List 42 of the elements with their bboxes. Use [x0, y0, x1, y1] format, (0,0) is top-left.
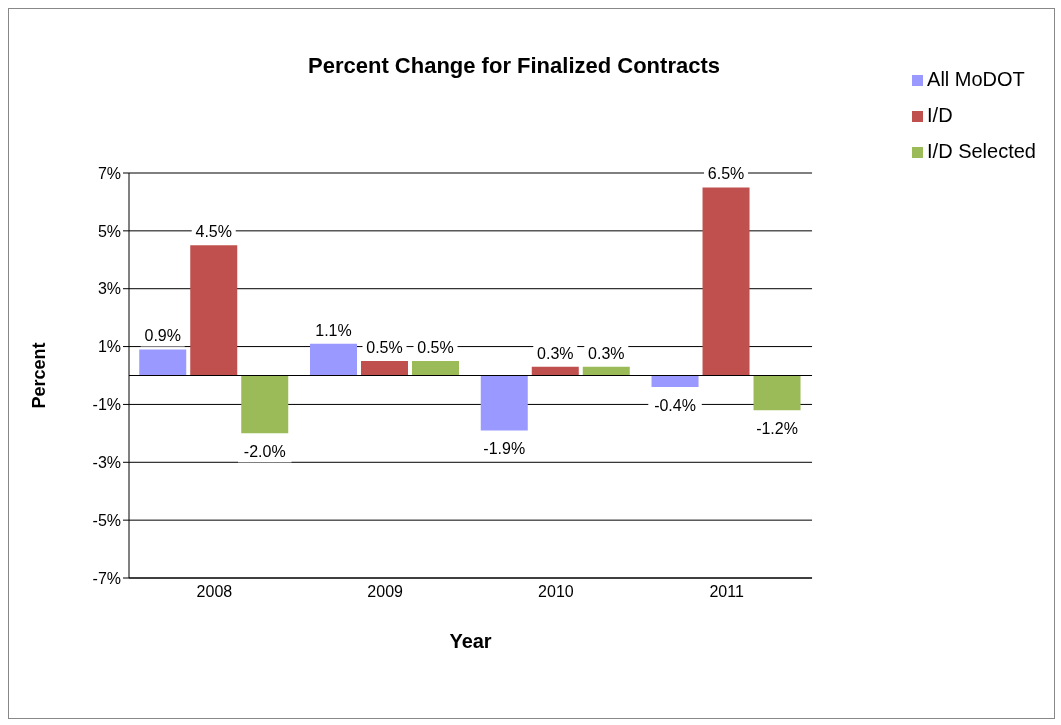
bar	[190, 245, 238, 376]
data-label: 0.3%	[537, 344, 574, 362]
data-label: 0.5%	[417, 339, 454, 357]
data-label: 1.1%	[315, 321, 352, 339]
data-label: 0.3%	[588, 344, 625, 362]
legend-label: I/D	[927, 104, 953, 126]
y-tick-label: -5%	[92, 511, 121, 529]
y-tick-label: 5%	[97, 222, 121, 240]
x-tick-label: 2011	[709, 583, 744, 601]
bar	[139, 349, 187, 376]
bar	[531, 366, 579, 376]
data-label: -0.4%	[654, 397, 696, 415]
y-tick-label: -3%	[92, 453, 121, 471]
bar	[310, 343, 358, 376]
y-tick-label: -7%	[92, 569, 121, 587]
bar	[361, 361, 409, 376]
bar	[241, 375, 289, 434]
y-tick-label: 7%	[97, 164, 121, 182]
x-tick-label: 2010	[538, 583, 574, 601]
bar	[702, 187, 750, 376]
bar	[651, 375, 699, 388]
data-label: -2.0%	[243, 443, 286, 461]
x-tick-label: 2009	[367, 583, 404, 601]
data-label: 0.9%	[144, 327, 181, 345]
x-tick-label: 2008	[196, 583, 233, 601]
x-axis-title: Year	[449, 630, 492, 652]
y-tick-label: 1%	[97, 338, 121, 356]
bar	[753, 375, 801, 411]
legend-label: All MoDOT	[927, 68, 1025, 90]
bar	[412, 361, 460, 376]
bar	[582, 366, 630, 376]
data-label: 4.5%	[195, 223, 232, 241]
chart-title: Percent Change for Finalized Contracts	[307, 53, 721, 79]
data-label: -1.2%	[756, 420, 798, 438]
legend-label: I/D Selected	[927, 140, 1036, 162]
y-axis-title: Percent	[29, 342, 50, 409]
data-label: 6.5%	[707, 165, 745, 183]
data-label: 0.5%	[366, 339, 403, 357]
y-tick-label: -1%	[92, 396, 121, 414]
data-label: -1.9%	[483, 440, 526, 458]
bar	[480, 375, 528, 431]
y-tick-label: 3%	[97, 280, 121, 298]
